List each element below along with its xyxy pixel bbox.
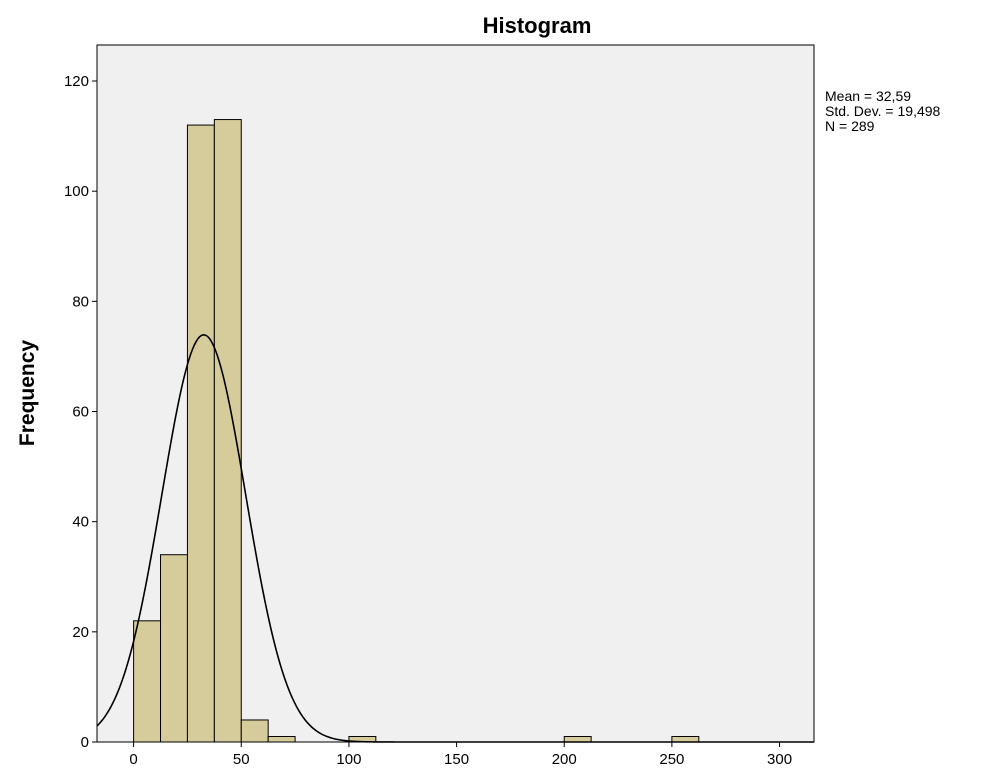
y-tick-label: 60	[72, 404, 89, 421]
x-tick-label: 100	[336, 751, 361, 768]
x-tick-label: 0	[129, 751, 137, 768]
histogram-bar	[240, 719, 269, 743]
y-tick-label: 20	[72, 624, 89, 641]
y-tick-label: 100	[64, 183, 89, 200]
x-tick-label: 150	[444, 751, 469, 768]
x-tick-label: 300	[767, 751, 792, 768]
y-axis: 0 20 40 60 80 100 120	[64, 73, 97, 751]
histogram-bar	[133, 620, 162, 743]
histogram-bar	[186, 124, 215, 743]
bars-layer	[133, 119, 700, 743]
chart-title: Histogram	[483, 13, 592, 38]
stats-std-dev: Std. Dev. = 19,498	[825, 103, 941, 119]
normal-curve	[96, 334, 814, 743]
stats-n: N = 289	[825, 118, 875, 134]
y-tick-label: 120	[64, 73, 89, 90]
x-axis: 0 50 100 150 200 250 300	[129, 742, 792, 768]
y-tick-label: 80	[72, 293, 89, 310]
y-tick-label: 40	[72, 514, 89, 531]
x-tick-label: 200	[552, 751, 577, 768]
stats-annotation: Mean = 32,59 Std. Dev. = 19,498 N = 289	[825, 88, 941, 134]
y-tick-label: 0	[81, 734, 89, 751]
x-tick-label: 50	[233, 751, 250, 768]
histogram-bar	[563, 735, 592, 743]
histogram-bar	[671, 735, 700, 743]
histogram-bar	[160, 554, 188, 743]
histogram-bar	[267, 735, 296, 743]
histogram-bar	[213, 119, 242, 743]
y-axis-title: Frequency	[16, 340, 39, 447]
x-tick-label: 250	[659, 751, 684, 768]
stats-mean: Mean = 32,59	[825, 88, 911, 104]
